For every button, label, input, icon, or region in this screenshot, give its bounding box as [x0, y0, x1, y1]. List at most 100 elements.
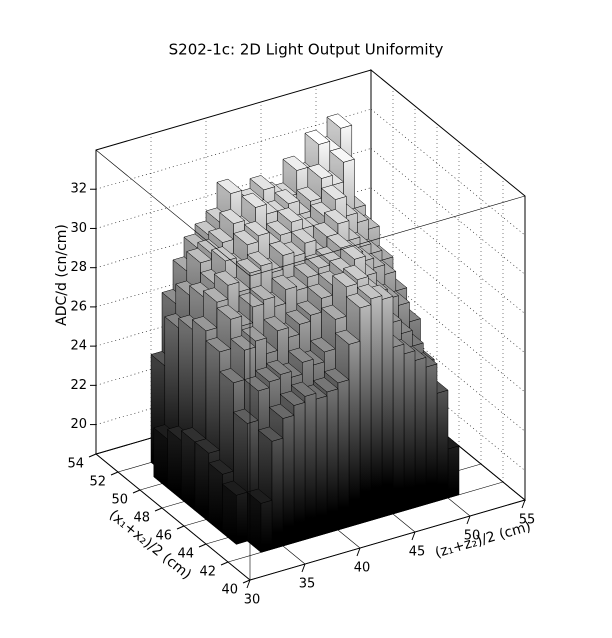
- bar-front-face: [425, 363, 438, 505]
- bar-front-face: [392, 343, 405, 515]
- bar-top-face: [309, 337, 336, 353]
- bar-top-face: [216, 178, 243, 194]
- bar-top-face: [340, 244, 367, 260]
- bar-top-face: [304, 129, 331, 145]
- bar-top-face: [243, 376, 270, 392]
- bar-top-face: [345, 293, 372, 309]
- bar-top-face: [274, 189, 301, 205]
- y-tick: [154, 507, 163, 512]
- bar: [257, 426, 284, 550]
- bar-top-face: [268, 403, 295, 419]
- z-axis-title: ADC/d (cn/cm): [54, 224, 70, 326]
- x-tick: [466, 515, 471, 525]
- x-tick: [301, 563, 306, 573]
- bar-top-face: [208, 459, 235, 475]
- x-tick-label: 50: [464, 529, 481, 544]
- bar-top-face: [241, 326, 268, 342]
- bar-left-face: [167, 428, 182, 500]
- bar-top-face: [191, 316, 218, 332]
- bar-top-face: [263, 316, 290, 332]
- bar-front-face: [236, 491, 248, 545]
- bar-top-face: [342, 264, 369, 280]
- bar-front-face: [370, 295, 383, 521]
- bar-top-face: [230, 335, 257, 351]
- bar-top-face: [320, 304, 347, 320]
- bar-top-face: [235, 258, 262, 274]
- bar-front-face: [271, 437, 284, 550]
- bar-left-face: [181, 430, 196, 512]
- bar-top-face: [265, 220, 292, 236]
- box-edge: [249, 195, 526, 277]
- bar-top-face: [210, 246, 237, 262]
- bar-front-face: [414, 356, 427, 508]
- y-tick-label: 48: [133, 511, 150, 526]
- z-tick-label: 26: [70, 299, 87, 314]
- bar-front-face: [447, 445, 460, 499]
- bar-front-face: [381, 295, 394, 518]
- y-tick: [132, 489, 141, 494]
- bar-top-face: [320, 184, 347, 200]
- bar-top-face: [279, 390, 306, 406]
- bar-top-face: [329, 147, 356, 163]
- y-tick-label: 40: [221, 583, 238, 598]
- grid-line: [95, 453, 251, 581]
- bar-top-face: [243, 221, 270, 236]
- bar-front-face: [304, 392, 317, 540]
- bar-top-face: [293, 262, 320, 278]
- bar-top-face: [268, 240, 295, 256]
- bar-top-face: [312, 377, 339, 393]
- bar-left-face: [208, 462, 223, 534]
- bar-top-face: [323, 368, 350, 384]
- x-tick: [356, 547, 361, 557]
- z-tick-label: 20: [70, 417, 87, 432]
- chart-title: S202-1c: 2D Light Output Uniformity: [169, 41, 444, 59]
- z-tick-label: 24: [70, 339, 87, 354]
- bar-top-face: [334, 329, 361, 345]
- y-tick: [242, 579, 251, 584]
- y-tick-label: 46: [155, 529, 172, 544]
- y-tick-label: 42: [199, 565, 216, 580]
- bar-top-face: [296, 300, 323, 316]
- bar-front-face: [337, 379, 350, 531]
- y-tick-label: 52: [89, 475, 106, 490]
- bar-top-face: [232, 230, 259, 246]
- y-tick: [220, 561, 229, 566]
- bar-top-face: [219, 209, 246, 224]
- bar-front-face: [403, 350, 416, 512]
- z-tick-label: 30: [70, 221, 87, 236]
- x-tick-label: 55: [519, 513, 536, 528]
- bar-top-face: [249, 175, 276, 191]
- bar-top-face: [326, 113, 353, 129]
- bar-top-face: [285, 309, 312, 325]
- y-tick: [198, 543, 207, 548]
- bar-top-face: [232, 408, 259, 424]
- x-tick-label: 30: [244, 593, 261, 608]
- y-tick-label: 50: [111, 493, 128, 508]
- bar-top-face: [219, 368, 246, 384]
- bar-top-face: [213, 270, 240, 286]
- bar-top-face: [194, 438, 221, 454]
- bar-front-face: [359, 304, 372, 524]
- bar-front-face: [315, 395, 328, 537]
- bar-front-face: [293, 401, 306, 544]
- bar-top-face: [246, 488, 273, 504]
- bar-top-face: [304, 253, 331, 269]
- bar-top-face: [254, 367, 281, 383]
- bar-top-face: [287, 347, 314, 363]
- x-tick-label: 40: [354, 561, 371, 576]
- y-tick: [110, 471, 119, 476]
- bar-front-face: [348, 340, 361, 528]
- x-tick: [246, 579, 251, 589]
- bar-top-face: [241, 192, 268, 208]
- bar-front-face: [282, 414, 295, 547]
- x-tick: [411, 531, 416, 541]
- bar: [246, 488, 273, 553]
- bar-top-face: [208, 227, 235, 243]
- bar-top-face: [290, 228, 317, 244]
- bar-top-face: [249, 285, 276, 301]
- x-tick: [521, 499, 526, 509]
- z-tick-label: 32: [70, 182, 87, 197]
- bar-top-face: [257, 426, 284, 442]
- box-edge: [95, 149, 251, 277]
